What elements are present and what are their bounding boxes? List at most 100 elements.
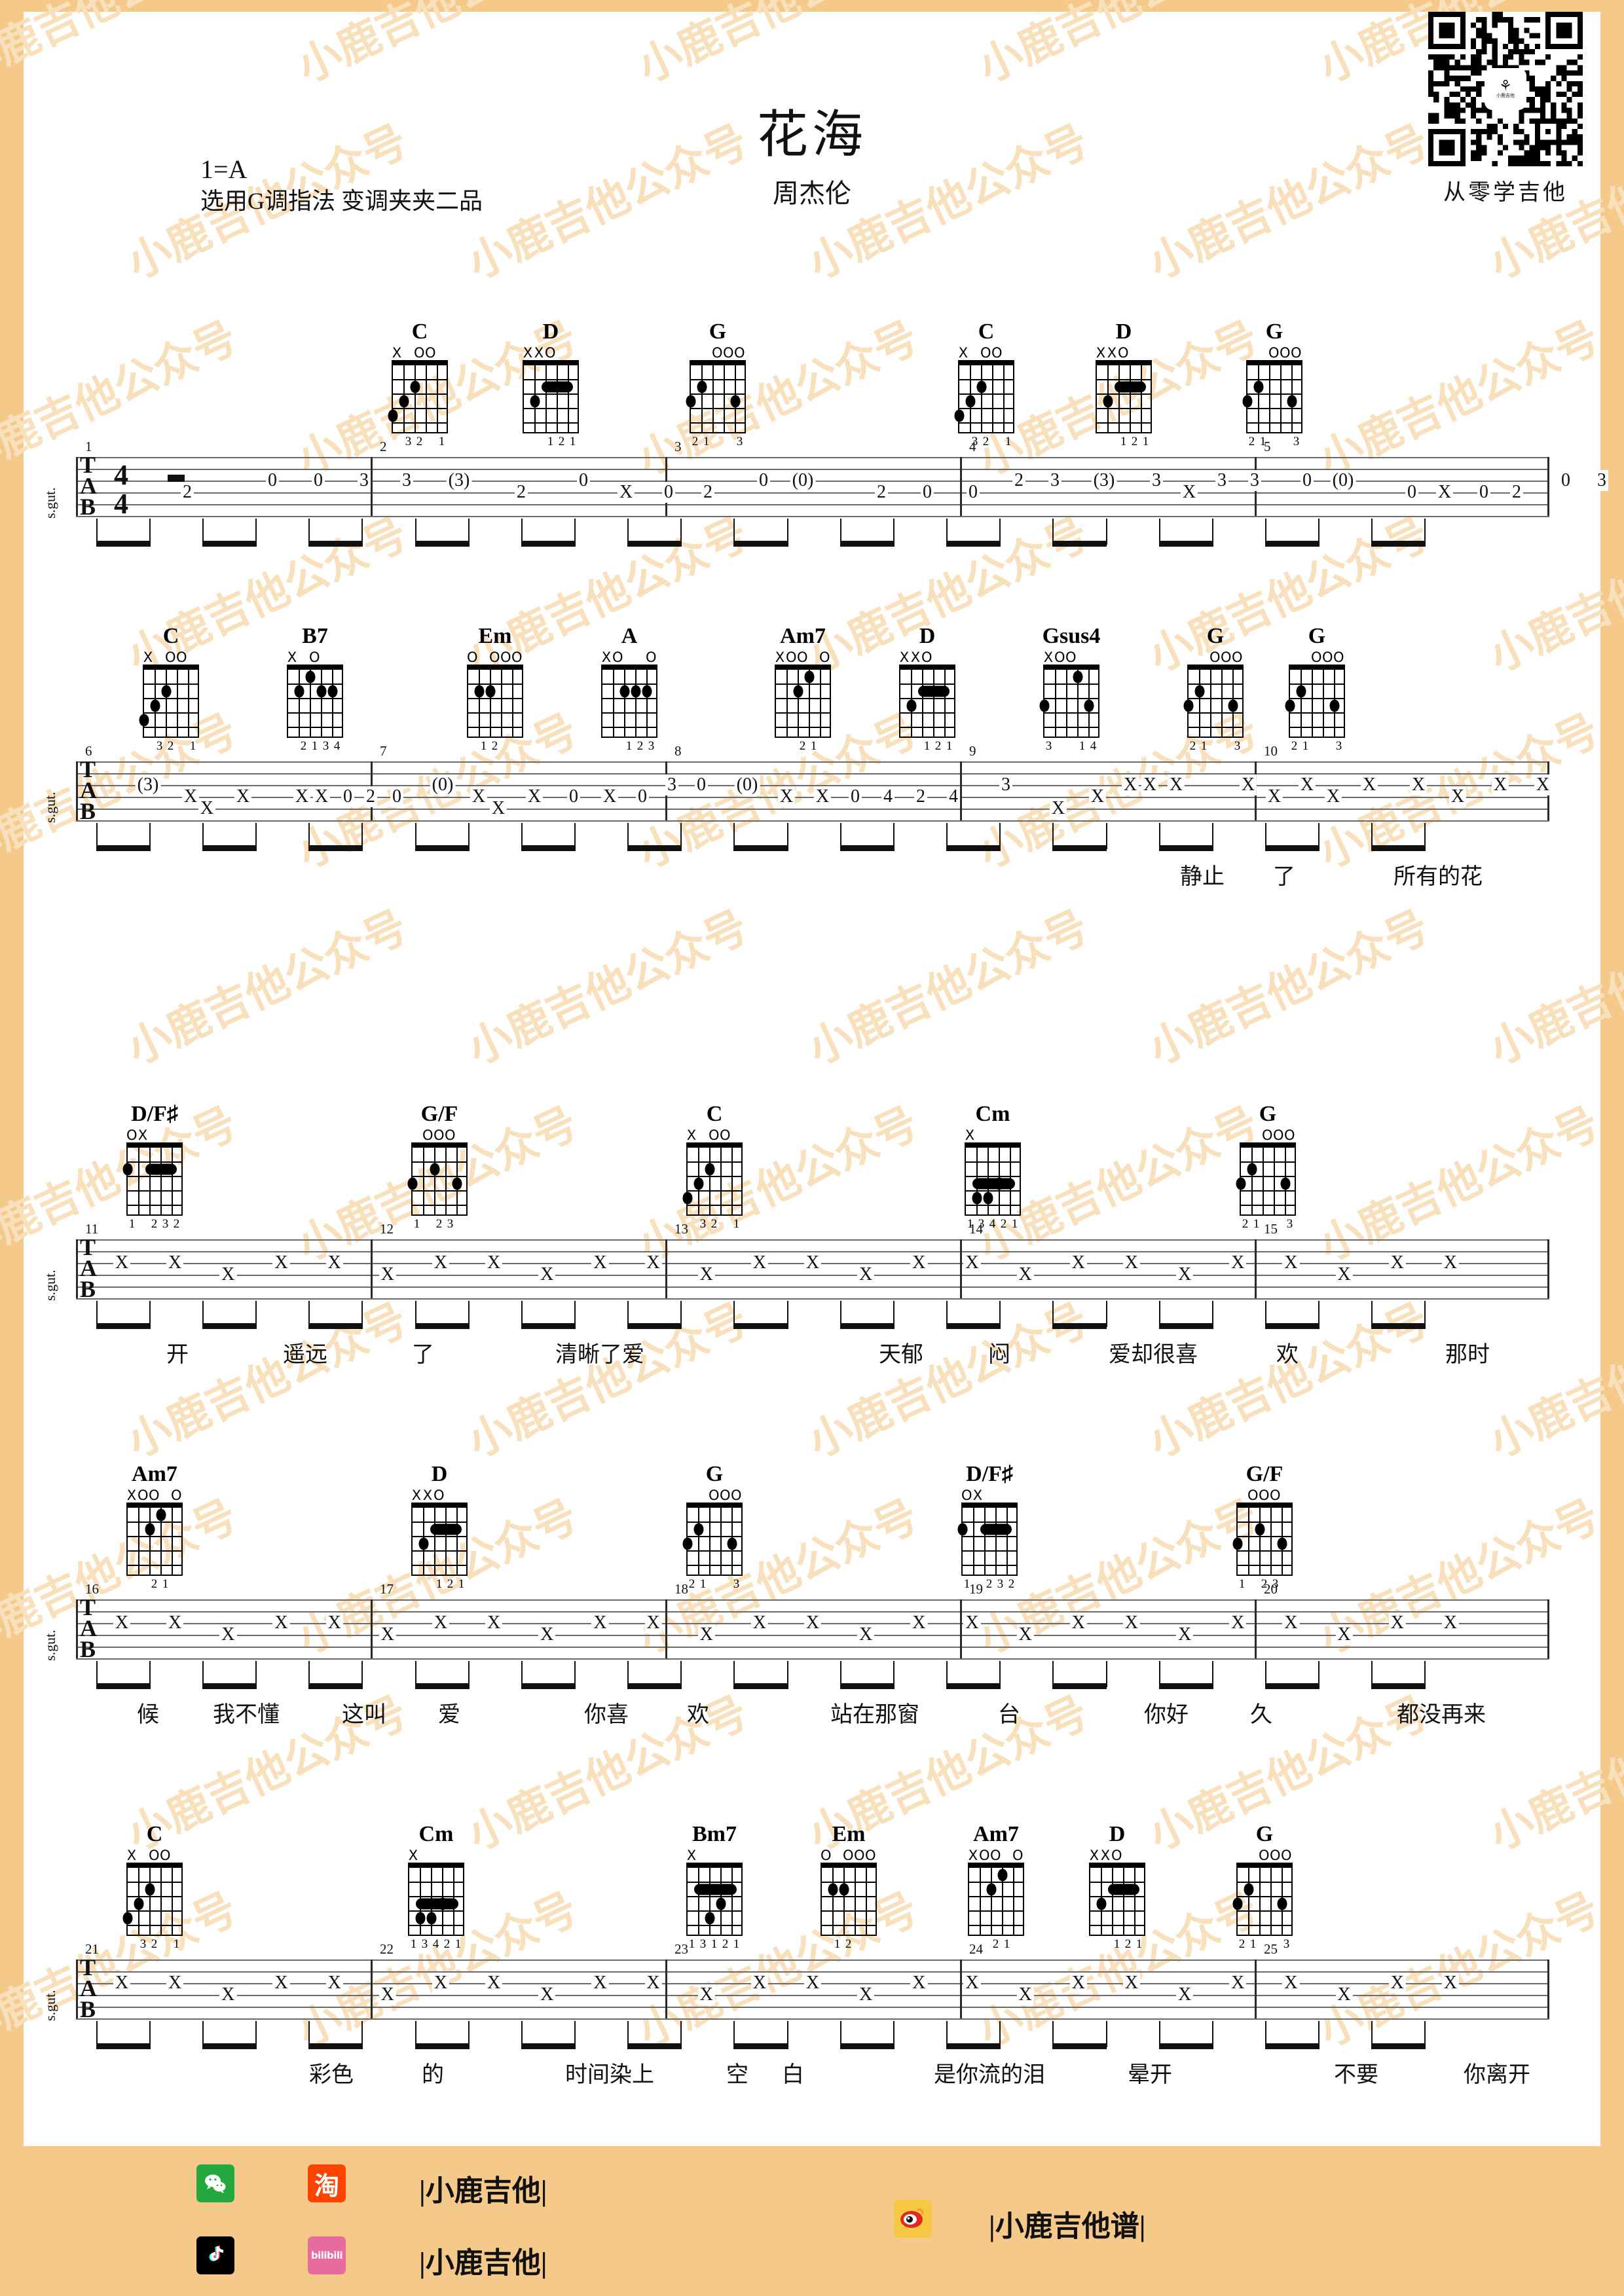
measure-barline bbox=[665, 1239, 667, 1298]
note-stem bbox=[468, 823, 470, 849]
footer-label-1: |小鹿吉他| bbox=[419, 2175, 547, 2207]
measure-number: 21 bbox=[85, 1941, 99, 1957]
lyric-text: 那时 bbox=[1445, 1343, 1490, 1367]
note-stem bbox=[1264, 519, 1266, 545]
lyric-text: 久 bbox=[1250, 1703, 1272, 1727]
capo-line: 选用G调指法 变调夹夹二品 bbox=[200, 188, 483, 215]
note-beam bbox=[733, 1323, 788, 1329]
lyric-text: 你喜 bbox=[584, 1703, 629, 1727]
note-stem bbox=[1105, 519, 1107, 545]
tab-note: 0 bbox=[695, 774, 708, 795]
note-beam bbox=[840, 845, 895, 851]
page-footer: 淘 bilibili |小鹿吉他| |小鹿吉他| |小鹿吉他谱| bbox=[0, 2146, 1624, 2296]
chord-name: G bbox=[709, 319, 727, 344]
chord-finger-dot bbox=[139, 714, 149, 727]
note-stem bbox=[786, 1301, 788, 1327]
chord-fretboard bbox=[682, 1503, 743, 1576]
tab-strum-mark: X bbox=[857, 1624, 875, 1645]
note-beam bbox=[946, 1323, 1001, 1329]
lyric-text: 你好 bbox=[1144, 1703, 1189, 1727]
lyric-text: 所有的花 bbox=[1393, 865, 1483, 889]
tab-strum-mark: X bbox=[1282, 1973, 1300, 1994]
tab-strum-mark: X bbox=[1175, 1984, 1194, 2005]
measure-barline bbox=[371, 1599, 373, 1658]
chord-name: G bbox=[1255, 1822, 1274, 1846]
chord-finger-dot bbox=[1287, 395, 1297, 408]
chord-finger-dot bbox=[145, 1883, 155, 1896]
chord-finger-dot bbox=[388, 409, 398, 422]
note-stem bbox=[1211, 1661, 1213, 1687]
staff-line bbox=[76, 1298, 1549, 1300]
tab-strum-mark: X bbox=[644, 1252, 662, 1273]
chord-barre bbox=[1115, 381, 1146, 393]
chord-fretboard bbox=[122, 1863, 183, 1936]
chord-finger-dot bbox=[474, 685, 485, 698]
tab-note: 0 bbox=[390, 786, 403, 807]
tab-strum-mark: X bbox=[1282, 1613, 1300, 1633]
wechat-icon[interactable] bbox=[196, 2164, 234, 2202]
tab-strum-mark: X bbox=[272, 1973, 290, 1994]
measure-barline bbox=[371, 1239, 373, 1298]
deer-icon: ⚘ bbox=[1499, 77, 1512, 94]
staff-line bbox=[76, 1286, 1549, 1288]
note-stem bbox=[786, 1661, 788, 1687]
tab-note: 2 bbox=[364, 786, 377, 807]
note-beam bbox=[840, 2043, 895, 2049]
tab-strum-mark: X bbox=[1016, 1984, 1034, 2005]
chord-diagram: G/F O O O 1 2 3 bbox=[407, 1102, 469, 1233]
tab-note: X bbox=[1491, 774, 1509, 795]
tab-note: 0 bbox=[312, 470, 325, 491]
note-beam bbox=[627, 845, 682, 851]
note-stem bbox=[202, 823, 204, 849]
note-stem bbox=[255, 519, 257, 545]
tiktok-icon[interactable] bbox=[196, 2236, 234, 2274]
note-stem bbox=[1158, 823, 1160, 849]
bilibili-icon[interactable]: bilibili bbox=[308, 2236, 346, 2274]
tab-note: 0 bbox=[849, 786, 862, 807]
watermark-text: 小鹿吉他公众号 bbox=[1481, 901, 1624, 1075]
tab-note: (0) bbox=[734, 774, 760, 795]
chord-fretboard bbox=[957, 1503, 1018, 1576]
song-title: 花海 bbox=[756, 106, 867, 163]
measure-number: 9 bbox=[969, 743, 976, 759]
tab-strum-mark: X bbox=[910, 1613, 928, 1633]
tab-note: X bbox=[198, 798, 216, 819]
note-stem bbox=[361, 2021, 363, 2047]
chord-diagram: Am7 X O O O 2 1 bbox=[773, 624, 832, 755]
tab-note: 0 bbox=[662, 482, 675, 503]
key-info: 1=A 选用G调指法 变调夹夹二品 bbox=[200, 153, 483, 216]
weibo-icon[interactable] bbox=[894, 2200, 932, 2238]
taobao-icon[interactable]: 淘 bbox=[308, 2164, 346, 2202]
system-4: Am7 X O O O 2 1 D X X O 1 2 1 G O O O 2 1 3 D/F♯ O X 1 2 3 2 G/F O O O 1… bbox=[24, 1462, 1600, 1757]
tab-note: 3 bbox=[1595, 470, 1608, 491]
qr-code[interactable]: ⚘ 小鹿吉他 bbox=[1428, 12, 1583, 166]
chord-finger-dot bbox=[122, 1912, 133, 1925]
chord-finger-dot bbox=[426, 1912, 437, 1925]
note-stem bbox=[521, 519, 523, 545]
chord-finger-dot bbox=[134, 1897, 144, 1910]
note-beam bbox=[1052, 2043, 1107, 2049]
note-stem bbox=[1211, 2021, 1213, 2047]
note-stem bbox=[468, 1301, 470, 1327]
note-stem bbox=[999, 519, 1001, 545]
note-stem bbox=[1105, 1301, 1107, 1327]
tab-note: X bbox=[234, 786, 252, 807]
lyric-text: 都没再来 bbox=[1397, 1703, 1486, 1727]
staff-end-barline bbox=[1547, 457, 1549, 516]
measure-number: 2 bbox=[380, 439, 387, 454]
note-stem bbox=[96, 823, 98, 849]
note-stem bbox=[521, 1661, 523, 1687]
